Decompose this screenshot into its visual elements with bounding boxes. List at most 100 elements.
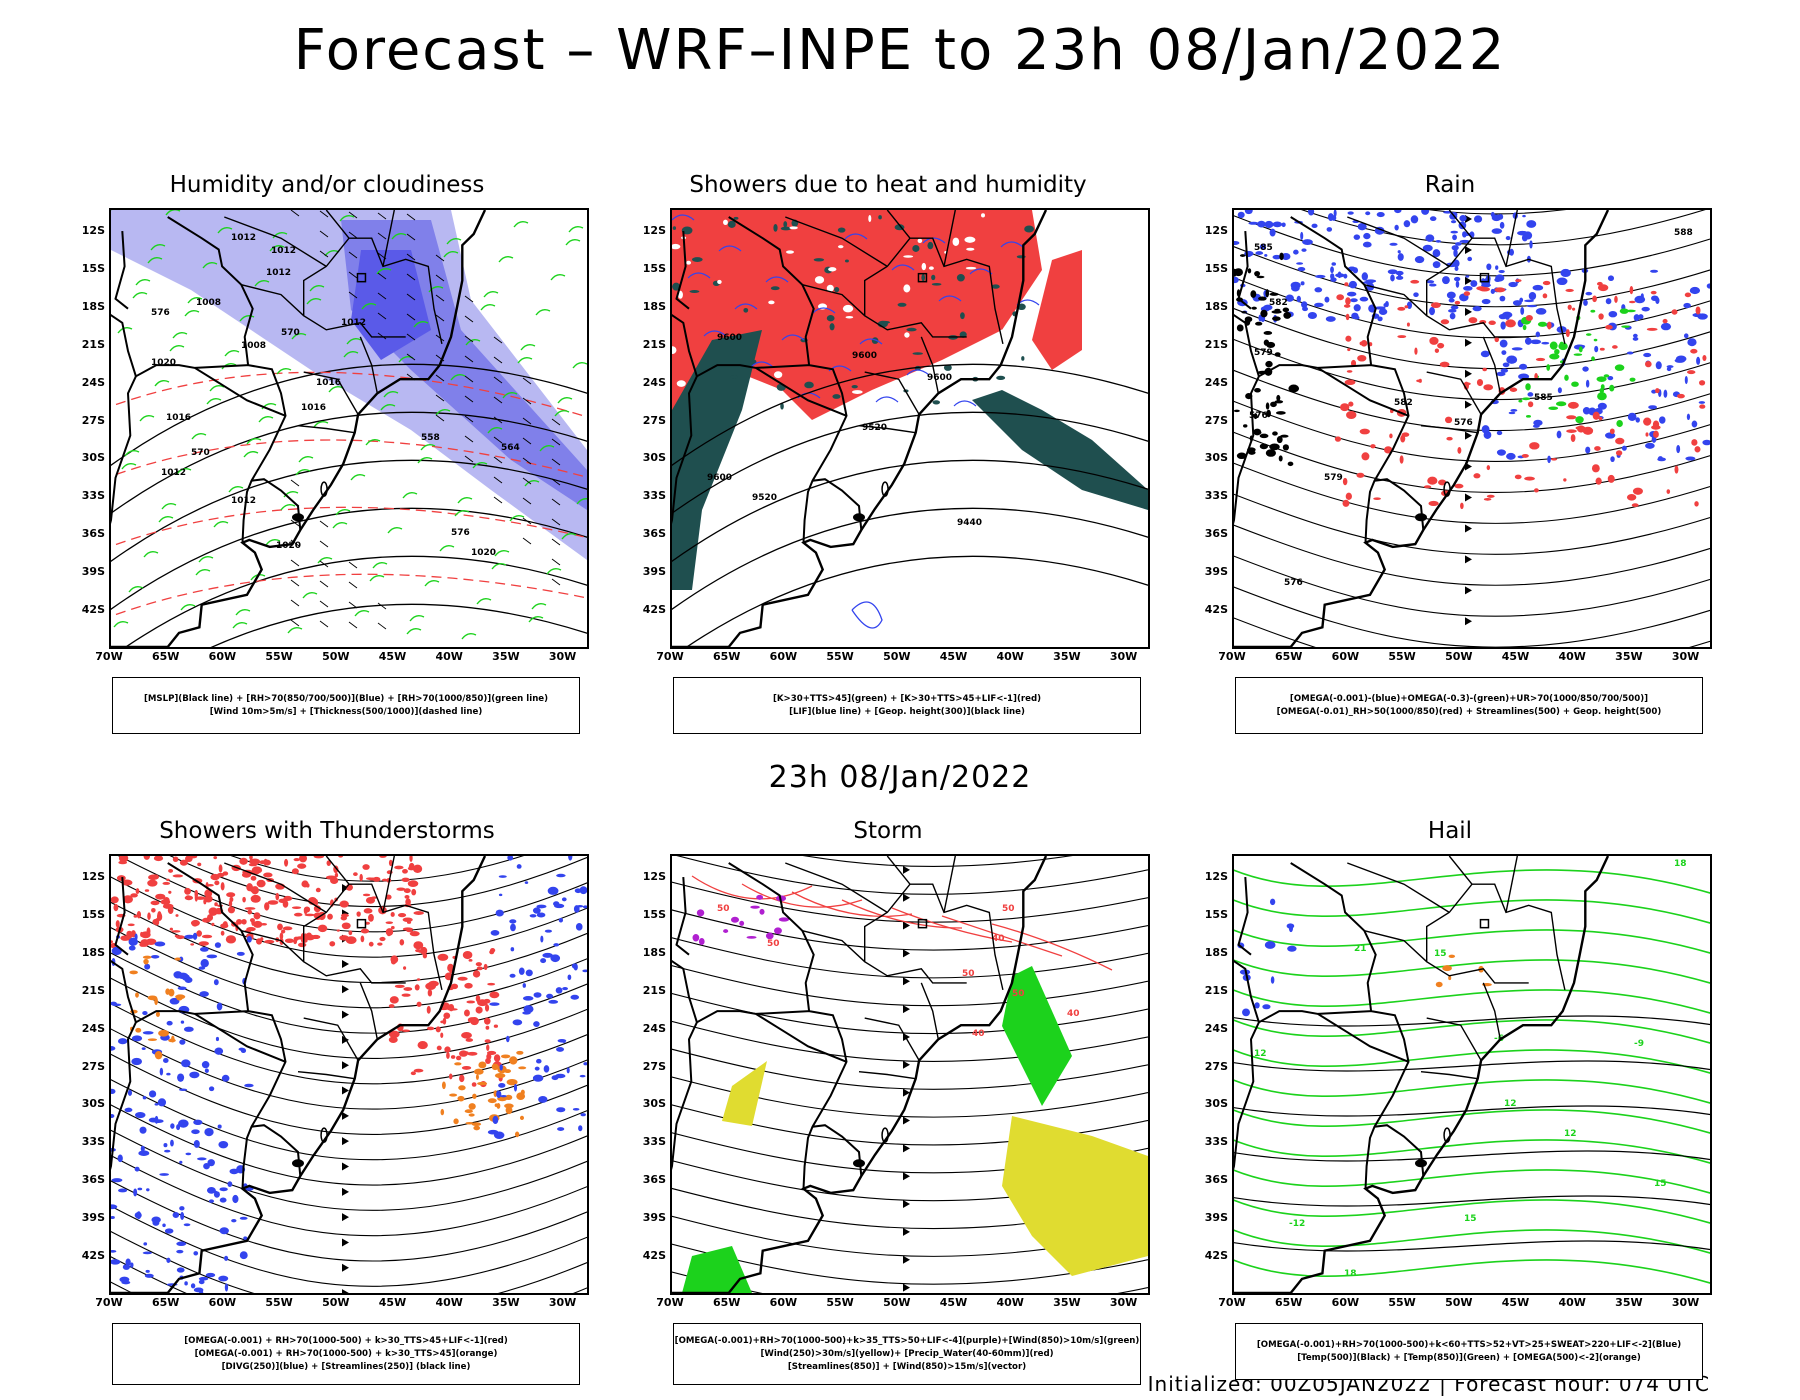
state-border [1237, 231, 1252, 310]
mslp-isobar [124, 555, 587, 647]
omega-blue [1281, 252, 1291, 261]
wind-vector [377, 212, 387, 220]
dense-contour [1275, 411, 1286, 415]
instability-speck [844, 259, 849, 263]
red-cell [216, 872, 225, 878]
red-cell [401, 1029, 411, 1033]
red-cell [465, 1038, 474, 1042]
divg-blue [204, 1127, 214, 1137]
temp850-line [1234, 1199, 1710, 1224]
rh-green-contour [361, 302, 377, 310]
omega-blue [1533, 419, 1543, 426]
red-cell [250, 894, 261, 903]
instability-speck [730, 375, 738, 379]
streamline-arrow [1465, 245, 1472, 254]
streamline-arrow [342, 1289, 349, 1293]
red-cell [275, 892, 280, 901]
wind-vector [493, 436, 503, 444]
rh-green-contour [235, 608, 251, 616]
x [526, 311, 536, 317]
rh-green-contour [391, 232, 407, 240]
rh-red [1439, 361, 1450, 368]
state-border [111, 1010, 286, 1170]
rh-red [1454, 483, 1464, 489]
divg-blue [118, 1188, 128, 1193]
omega-blue [1426, 280, 1435, 284]
divg-blue [180, 1020, 185, 1024]
omega-blue [1684, 375, 1688, 385]
coastline [111, 210, 487, 647]
wind-vector [377, 602, 387, 610]
divg-blue [193, 1139, 200, 1148]
divg-blue [489, 1002, 500, 1006]
lon-tick-label: 50W [322, 1296, 350, 1309]
lagoon-patos [881, 1127, 889, 1143]
omega-blue [1387, 269, 1398, 275]
x [384, 588, 387, 594]
divg-blue [243, 1236, 248, 1240]
state-border [785, 216, 888, 267]
lat-tick-label: 15S [1204, 907, 1228, 921]
gap-speck [672, 346, 677, 354]
rh-red [1483, 384, 1494, 391]
streamline-500 [1234, 555, 1710, 617]
wind-vector [464, 335, 474, 343]
red-cell [293, 938, 298, 945]
rh-red [1404, 305, 1409, 309]
wind-vector [435, 254, 445, 262]
rh-red [1373, 497, 1381, 501]
red-cell [485, 1057, 491, 1065]
rh-red [1674, 465, 1679, 474]
streamline-arrow [903, 1088, 910, 1097]
streamline-250 [111, 1230, 587, 1293]
red-cell [471, 1082, 477, 1087]
convective-purple [774, 927, 782, 935]
divg-blue [170, 1139, 174, 1147]
omega-blue [1343, 273, 1348, 279]
convective-purple [698, 938, 705, 946]
streamline-250 [111, 1003, 587, 1085]
divg-blue [217, 1124, 222, 1129]
red-cell [426, 1026, 435, 1031]
rh-green-contour [132, 291, 148, 299]
rh-red [1563, 478, 1567, 482]
red-cell [227, 906, 236, 914]
rh-green-contour [206, 397, 222, 405]
red-cell [475, 962, 482, 967]
state-border [802, 284, 866, 317]
lat-tick-label: 21S [1204, 983, 1228, 997]
streamline-arrow [903, 1172, 910, 1181]
omega-blue [1683, 333, 1689, 339]
red-cell [207, 914, 214, 921]
red-cell [381, 878, 388, 882]
rh-green-contour [139, 414, 155, 422]
contour-label: 40 [972, 1029, 985, 1039]
divg-blue [176, 1241, 187, 1247]
contour-label: 576 [451, 528, 470, 538]
lon-tick-label: 55W [826, 1296, 854, 1309]
rh-green-contour [306, 297, 322, 305]
dense-contour [1244, 316, 1253, 323]
orange-cell [519, 1115, 524, 1121]
state-border [325, 856, 350, 885]
rh-green-contour [232, 621, 248, 629]
rh-red [1650, 290, 1657, 295]
divg-blue [148, 1090, 157, 1098]
red-cell [126, 930, 133, 937]
x [534, 528, 544, 531]
divg-blue [532, 1074, 544, 1082]
lat-tick-label: 27S [1204, 413, 1228, 427]
rh-red [1662, 318, 1668, 324]
rh-red [1345, 492, 1352, 500]
wind-vector [348, 271, 358, 279]
x [152, 438, 155, 446]
temp850-line [1234, 1139, 1710, 1164]
red-cell [155, 893, 166, 900]
rh-red [1444, 416, 1453, 424]
rh-red [1428, 500, 1439, 507]
red-cell [327, 913, 333, 920]
divg-blue [487, 1129, 499, 1135]
lat-tick-label: 39S [81, 565, 105, 579]
rh-red [1533, 488, 1539, 493]
rh-red [1599, 347, 1605, 351]
